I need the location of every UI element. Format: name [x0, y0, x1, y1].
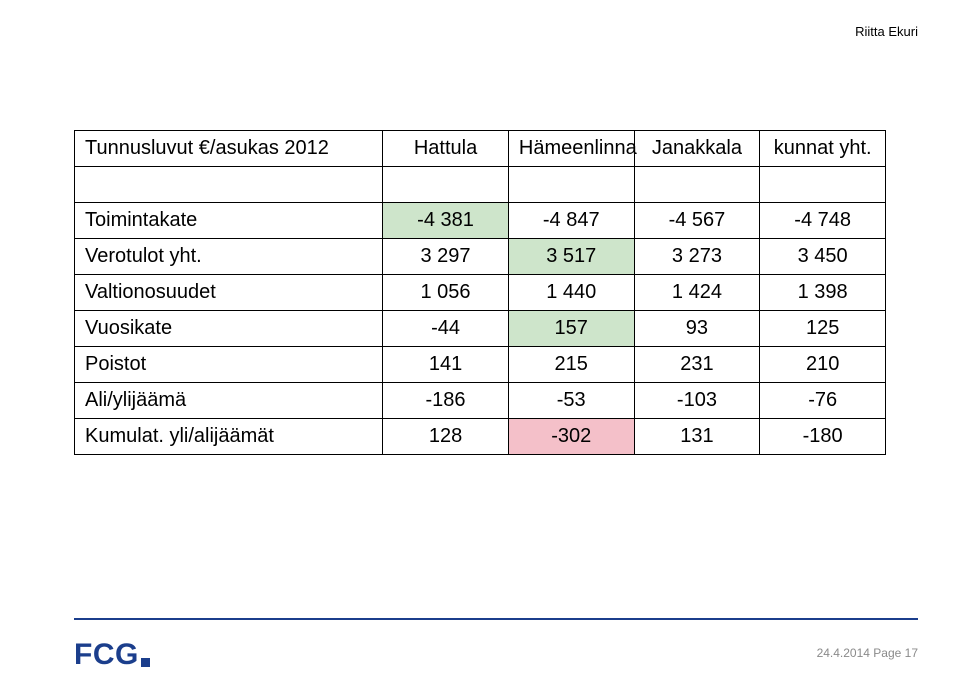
table-row: Toimintakate-4 381-4 847-4 567-4 748: [75, 203, 886, 239]
spacer-cell: [760, 167, 886, 203]
row-value: -103: [634, 383, 760, 419]
spacer-cell: [634, 167, 760, 203]
row-value: 3 297: [383, 239, 509, 275]
row-value: 128: [383, 419, 509, 455]
header-col: Janakkala: [634, 131, 760, 167]
row-value: -44: [383, 311, 509, 347]
row-value: -4 567: [634, 203, 760, 239]
row-value: 93: [634, 311, 760, 347]
table-row: Verotulot yht.3 2973 5173 2733 450: [75, 239, 886, 275]
spacer-cell: [508, 167, 634, 203]
table-row: Kumulat. yli/alijäämät128-302131-180: [75, 419, 886, 455]
fcg-logo: FCG: [74, 640, 150, 670]
row-value: 3 450: [760, 239, 886, 275]
row-value: 3 273: [634, 239, 760, 275]
footer-divider: [74, 618, 918, 620]
row-value: -76: [760, 383, 886, 419]
row-value: -186: [383, 383, 509, 419]
row-value: -302: [508, 419, 634, 455]
row-value: 231: [634, 347, 760, 383]
header-metric: Tunnusluvut €/asukas 2012: [75, 131, 383, 167]
row-value: 1 440: [508, 275, 634, 311]
row-value: 125: [760, 311, 886, 347]
row-value: 3 517: [508, 239, 634, 275]
row-label: Vuosikate: [75, 311, 383, 347]
table-row: Poistot141215231210: [75, 347, 886, 383]
row-value: -4 847: [508, 203, 634, 239]
row-value: 1 056: [383, 275, 509, 311]
row-label: Ali/ylijäämä: [75, 383, 383, 419]
row-value: 157: [508, 311, 634, 347]
row-label: Kumulat. yli/alijäämät: [75, 419, 383, 455]
table-row: Ali/ylijäämä-186-53-103-76: [75, 383, 886, 419]
row-label: Verotulot yht.: [75, 239, 383, 275]
row-value: -180: [760, 419, 886, 455]
row-value: 1 424: [634, 275, 760, 311]
header-col: Hämeenlinna: [508, 131, 634, 167]
row-value: -53: [508, 383, 634, 419]
data-table: Tunnusluvut €/asukas 2012HattulaHämeenli…: [74, 130, 886, 455]
footer-date-page: 24.4.2014 Page 17: [817, 646, 918, 660]
row-value: 215: [508, 347, 634, 383]
logo-text: FCG: [74, 640, 139, 670]
table-header-row: Tunnusluvut €/asukas 2012HattulaHämeenli…: [75, 131, 886, 167]
row-value: 141: [383, 347, 509, 383]
row-value: 210: [760, 347, 886, 383]
table-row: Valtionosuudet1 0561 4401 4241 398: [75, 275, 886, 311]
row-label: Poistot: [75, 347, 383, 383]
header-col: kunnat yht.: [760, 131, 886, 167]
author-name: Riitta Ekuri: [855, 24, 918, 39]
row-value: 131: [634, 419, 760, 455]
logo-dot-icon: [141, 658, 150, 667]
row-value: -4 381: [383, 203, 509, 239]
row-label: Toimintakate: [75, 203, 383, 239]
table-row: Vuosikate-4415793125: [75, 311, 886, 347]
header-col: Hattula: [383, 131, 509, 167]
row-label: Valtionosuudet: [75, 275, 383, 311]
row-value: 1 398: [760, 275, 886, 311]
row-value: -4 748: [760, 203, 886, 239]
table-spacer-row: [75, 167, 886, 203]
data-table-container: Tunnusluvut €/asukas 2012HattulaHämeenli…: [74, 130, 886, 455]
spacer-cell: [383, 167, 509, 203]
spacer-cell: [75, 167, 383, 203]
